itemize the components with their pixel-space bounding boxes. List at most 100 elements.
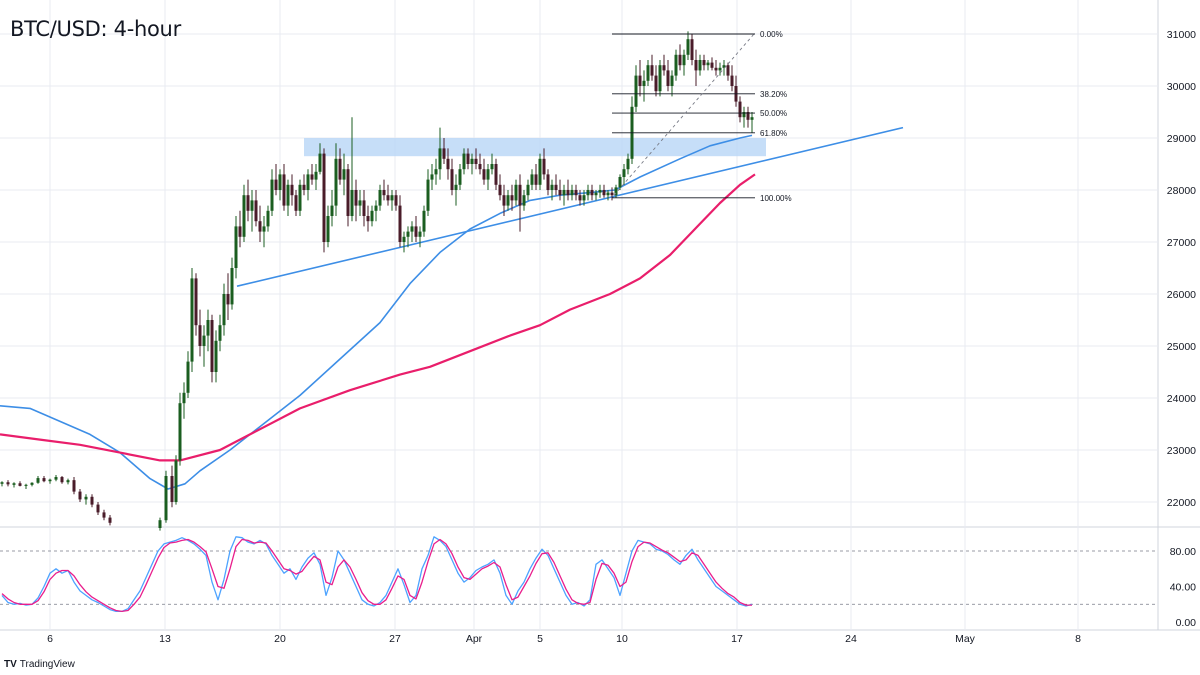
- candle: [742, 106, 746, 128]
- candle: [250, 190, 254, 232]
- candle: [478, 153, 482, 175]
- candle: [378, 184, 382, 211]
- candle: [482, 158, 486, 185]
- candle: [174, 455, 178, 505]
- candle: [554, 174, 558, 196]
- candle-body: [342, 169, 346, 180]
- candle-body: [238, 226, 242, 237]
- resistance-zone-layer: [304, 138, 766, 157]
- fib-level-label: 50.00%: [760, 109, 787, 118]
- candle-body: [550, 184, 554, 190]
- stoch-y-tick-label: 0.00: [1176, 617, 1197, 629]
- candle-body: [222, 294, 226, 326]
- candlesticks-layer: [0, 31, 754, 531]
- candle: [634, 65, 638, 112]
- candle-body: [598, 190, 602, 193]
- candle-body: [442, 148, 446, 159]
- candle: [550, 179, 554, 201]
- candle: [60, 476, 64, 484]
- candle: [602, 184, 606, 198]
- candle-body: [530, 174, 534, 185]
- candle-body: [84, 496, 88, 500]
- candle-body: [170, 476, 174, 502]
- candle: [382, 179, 386, 201]
- candle: [386, 184, 390, 206]
- candle-body: [714, 67, 718, 71]
- candle-body: [270, 179, 274, 211]
- candle-body: [654, 75, 658, 92]
- candle-body: [622, 169, 626, 177]
- candle-body: [414, 226, 418, 237]
- candle: [402, 231, 406, 253]
- candle-body: [198, 325, 202, 346]
- candle-body: [606, 192, 610, 196]
- candle-body: [382, 190, 386, 196]
- candle: [598, 184, 602, 198]
- candle: [310, 164, 314, 185]
- candle-body: [706, 62, 710, 66]
- candle: [454, 174, 458, 206]
- candle-body: [642, 80, 646, 86]
- candle: [0, 481, 4, 487]
- candle: [266, 205, 270, 232]
- candle: [618, 174, 622, 190]
- candle: [706, 60, 710, 71]
- candle-body: [294, 195, 298, 211]
- candle: [718, 62, 722, 76]
- candle: [502, 184, 506, 216]
- candle: [546, 169, 550, 196]
- candle: [390, 190, 394, 211]
- tradingview-brand[interactable]: TV TradingView: [4, 659, 75, 670]
- candle-body: [386, 195, 390, 201]
- candle-body: [72, 480, 76, 492]
- candle-body: [430, 174, 434, 180]
- candle-body: [486, 169, 490, 180]
- candle: [78, 489, 82, 502]
- candle-body: [36, 478, 40, 483]
- candle: [698, 54, 702, 76]
- candle-body: [78, 491, 82, 500]
- candle: [84, 494, 88, 505]
- candle: [206, 309, 210, 352]
- candle: [318, 143, 322, 175]
- candle: [48, 478, 52, 484]
- candle: [178, 392, 182, 466]
- candle: [486, 164, 490, 190]
- candle: [498, 174, 502, 201]
- candle: [72, 477, 76, 495]
- candle: [194, 273, 198, 336]
- candle-body: [330, 205, 334, 216]
- stoch-y-tick-label: 80.00: [1170, 546, 1196, 558]
- candle: [282, 164, 286, 211]
- candle-body: [662, 65, 666, 71]
- x-tick-label: 6: [47, 633, 53, 645]
- candle-body: [554, 184, 558, 190]
- candle: [298, 179, 302, 216]
- fib-level-label: 0.00%: [760, 30, 783, 39]
- candle: [414, 216, 418, 242]
- candle-body: [218, 325, 222, 341]
- candle-body: [634, 75, 638, 107]
- candle-body: [60, 477, 64, 483]
- chart-title: BTC/USD: 4-hour: [10, 17, 181, 41]
- candle: [446, 148, 450, 180]
- y-tick-label: 29000: [1167, 133, 1196, 145]
- y-tick-label: 22000: [1167, 497, 1196, 509]
- candle: [30, 482, 34, 487]
- candle-body: [566, 190, 570, 196]
- candle: [526, 179, 530, 201]
- candle-body: [498, 184, 502, 196]
- candle-body: [290, 184, 294, 196]
- candle: [494, 158, 498, 190]
- candle-body: [666, 70, 670, 86]
- candle-body: [510, 195, 514, 201]
- x-tick-label: 5: [537, 633, 543, 645]
- candle: [302, 174, 306, 196]
- candle: [722, 60, 726, 76]
- y-tick-label: 23000: [1167, 445, 1196, 457]
- candle-body: [194, 278, 198, 326]
- candle: [398, 195, 402, 248]
- candle: [358, 190, 362, 216]
- candle: [642, 70, 646, 102]
